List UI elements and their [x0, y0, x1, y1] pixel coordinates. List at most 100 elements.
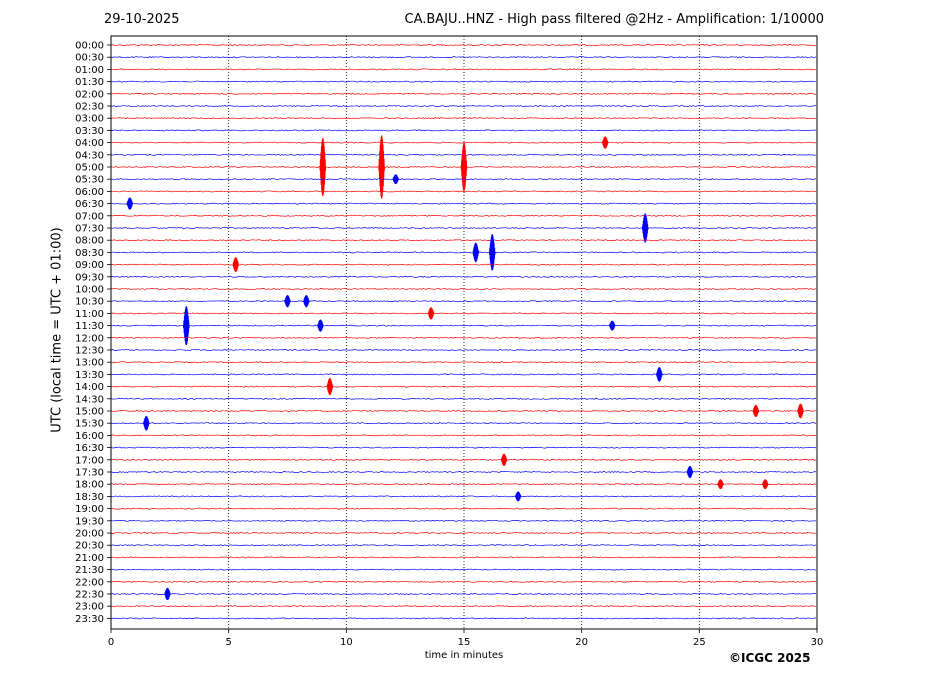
seismic-event [488, 234, 496, 271]
seismic-event [319, 137, 327, 197]
trace-1130 [110, 324, 817, 327]
trace-1800 [110, 483, 817, 486]
y-tick-label: 07:00 [75, 211, 104, 222]
seismic-event [717, 479, 724, 490]
trace-1600 [110, 434, 817, 437]
seismic-event [378, 135, 386, 199]
y-tick-label: 21:00 [75, 553, 104, 564]
y-tick-label: 04:00 [75, 138, 104, 149]
seismic-event [284, 295, 291, 308]
x-tick-label: 25 [693, 637, 706, 648]
y-tick-label: 20:00 [75, 529, 104, 540]
seismic-event [427, 307, 435, 320]
y-tick-label: 05:30 [75, 175, 104, 186]
trace-1530 [110, 422, 817, 425]
x-tick-label: 0 [108, 637, 114, 648]
trace-1330 [110, 373, 817, 376]
y-tick-label: 07:30 [75, 224, 104, 235]
seismic-event [302, 295, 310, 308]
trace-0700 [110, 214, 817, 217]
trace-2000 [110, 532, 817, 534]
seismic-event [761, 479, 769, 490]
seismic-event [514, 491, 522, 502]
trace-2100 [110, 556, 817, 559]
y-tick-label: 11:00 [75, 309, 104, 320]
y-tick-label: 10:00 [75, 285, 104, 296]
y-tick-label: 11:30 [75, 321, 104, 332]
trace-1000 [110, 288, 817, 290]
y-tick-label: 04:30 [75, 150, 104, 161]
y-tick-label: 03:00 [75, 114, 104, 125]
seismic-event [460, 142, 468, 192]
y-tick-label: 01:30 [75, 77, 104, 88]
trace-2200 [110, 580, 817, 583]
copyright-notice: ©ICGC 2025 [729, 651, 811, 665]
y-tick-label: 12:30 [75, 346, 104, 357]
x-tick-label: 20 [575, 637, 588, 648]
seismic-event [641, 213, 649, 243]
x-tick-label: 5 [225, 637, 231, 648]
trace-0630 [110, 202, 817, 205]
x-tick-label: 30 [811, 637, 824, 648]
y-tick-label: 01:00 [75, 65, 104, 76]
trace-1930 [110, 519, 817, 522]
seismic-event [472, 242, 480, 263]
trace-0000 [110, 44, 817, 46]
y-tick-label: 06:00 [75, 187, 104, 198]
seismic-event [126, 197, 134, 210]
y-tick-label: 16:00 [75, 431, 104, 442]
chart-title: CA.BAJU..HNZ - High pass filtered @2Hz -… [404, 12, 825, 27]
y-tick-label: 22:30 [75, 590, 104, 601]
y-tick-label: 06:30 [75, 199, 104, 210]
trace-2030 [110, 544, 817, 547]
trace-0130 [110, 80, 817, 83]
trace-1030 [110, 300, 817, 303]
y-tick-label: 03:30 [75, 126, 104, 137]
trace-1730 [110, 471, 817, 473]
seismic-event [601, 136, 609, 149]
trace-1200 [110, 336, 817, 339]
seismic-event [655, 367, 663, 382]
trace-1630 [110, 446, 817, 449]
y-tick-label: 12:00 [75, 333, 104, 344]
trace-1400 [110, 385, 817, 388]
trace-0530 [110, 178, 817, 181]
trace-0800 [110, 239, 817, 242]
y-axis-label: UTC (local time = UTC + 01:00) [49, 227, 65, 433]
trace-0100 [110, 68, 817, 71]
y-tick-label: 13:00 [75, 358, 104, 369]
y-tick-label: 02:30 [75, 102, 104, 113]
y-tick-label: 20:30 [75, 541, 104, 552]
trace-0930 [110, 275, 817, 278]
x-tick-label: 15 [458, 637, 471, 648]
trace-1100 [110, 312, 817, 315]
y-tick-label: 14:30 [75, 394, 104, 405]
y-tick-label: 02:00 [75, 89, 104, 100]
seismic-event [232, 257, 240, 272]
y-tick-label: 21:30 [75, 565, 104, 576]
seismic-event [392, 174, 400, 185]
y-tick-label: 00:00 [75, 41, 104, 52]
seismic-event [182, 306, 190, 345]
y-tick-label: 18:30 [75, 492, 104, 503]
x-axis-label: time in minutes [424, 650, 504, 661]
y-tick-label: 09:30 [75, 272, 104, 283]
y-tick-label: 18:00 [75, 480, 104, 491]
y-tick-label: 22:00 [75, 577, 104, 588]
trace-2230 [110, 593, 817, 595]
trace-0900 [110, 263, 817, 266]
y-tick-label: 23:30 [75, 614, 104, 625]
trace-2300 [110, 605, 817, 608]
y-tick-label: 05:00 [75, 163, 104, 174]
y-tick-label: 23:00 [75, 602, 104, 613]
y-tick-label: 17:00 [75, 455, 104, 466]
trace-0300 [110, 117, 817, 120]
y-tick-label: 19:30 [75, 516, 104, 527]
trace-1430 [110, 397, 817, 400]
trace-1900 [110, 507, 817, 510]
y-tick-label: 10:30 [75, 297, 104, 308]
seismic-event [797, 403, 804, 419]
seismic-event [142, 415, 150, 431]
trace-1700 [110, 458, 817, 461]
trace-1500 [110, 410, 817, 412]
